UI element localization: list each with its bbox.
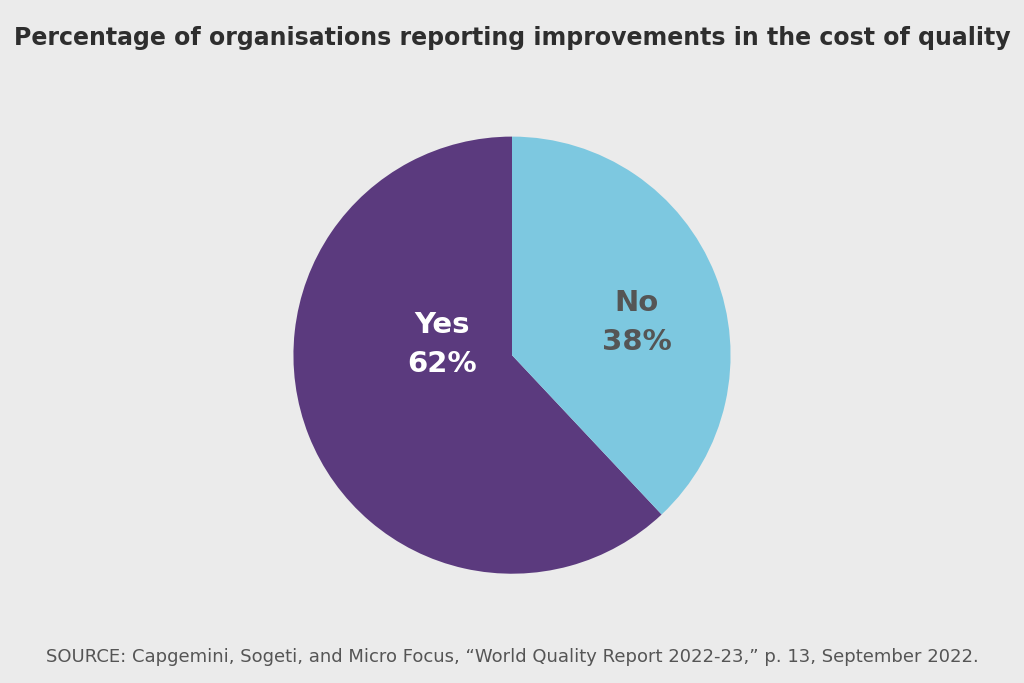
Text: Percentage of organisations reporting improvements in the cost of quality: Percentage of organisations reporting im… [13, 25, 1011, 50]
Text: 38%: 38% [602, 328, 672, 356]
Wedge shape [294, 137, 662, 574]
Wedge shape [512, 137, 730, 514]
Text: Yes: Yes [415, 311, 470, 339]
Text: SOURCE: Capgemini, Sogeti, and Micro Focus, “World Quality Report 2022-23,” p. 1: SOURCE: Capgemini, Sogeti, and Micro Foc… [46, 648, 978, 666]
Text: 62%: 62% [408, 350, 477, 378]
Text: No: No [614, 289, 658, 317]
